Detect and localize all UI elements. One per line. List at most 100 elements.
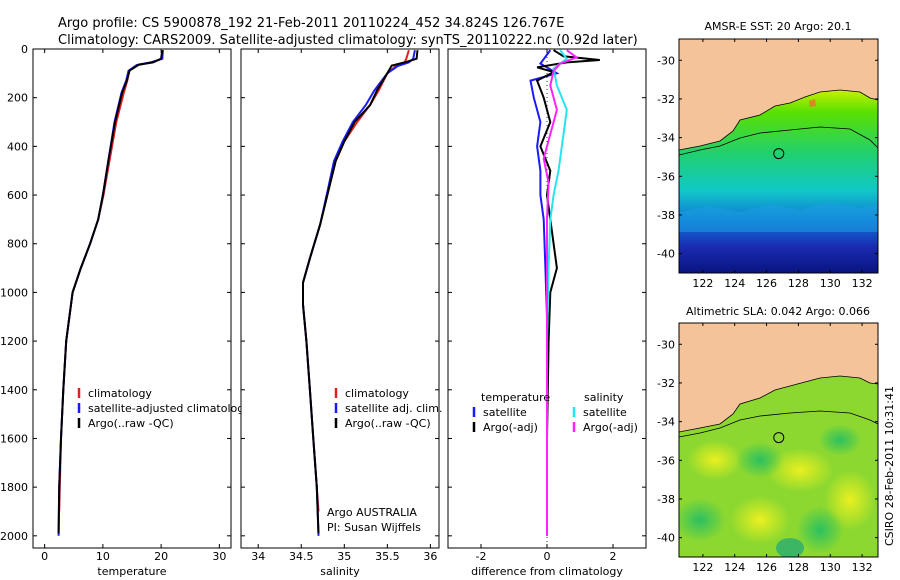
y-tick-label: 400 (7, 140, 28, 153)
series-line (57, 50, 164, 534)
sst-axes: 122 124 126 128 130 132 -30 -32 -34 -36 -38 -40 (657, 39, 878, 290)
series-line (542, 49, 579, 536)
x-tick-label: 36 (423, 550, 437, 563)
map-x-tick-label: 126 (756, 277, 777, 290)
sla-high-patch (687, 440, 743, 480)
map-x-tick-label: 128 (788, 277, 809, 290)
map-y-tick-label: -38 (657, 493, 675, 506)
x-axis-label: difference from climatology (471, 565, 623, 578)
map-y-tick-label: -34 (657, 132, 675, 145)
y-tick-label: 1200 (0, 335, 28, 348)
legend-label: Argo(..raw -QC) (345, 417, 431, 430)
sla-coastline (679, 375, 878, 433)
map-x-tick-label: 124 (724, 561, 745, 574)
map-x-tick-label: 124 (724, 277, 745, 290)
sst-map-title: AMSR-E SST: 20 Argo: 20.1 (704, 20, 851, 33)
map-x-tick-label: 122 (692, 277, 713, 290)
y-tick-label: 600 (7, 189, 28, 202)
annotation-line: PI: Susan Wijffels (327, 521, 421, 534)
legend-label: satellite-adjusted climatolog (88, 402, 244, 415)
legend-label: climatology (345, 387, 409, 400)
map-y-tick-label: -36 (657, 454, 675, 467)
sla-axes: 122 124 126 128 130 132 -30 -32 -34 -36 -38 -40 (657, 323, 878, 574)
x-axis-label: temperature (97, 565, 166, 578)
header-line-1: Argo profile: CS 5900878_192 21-Feb-2011… (58, 16, 564, 31)
x-axis-label: salinity (320, 565, 360, 578)
x-tick-label: 10 (96, 550, 110, 563)
legend-label: Argo(..raw -QC) (88, 417, 174, 430)
x-tick-label: 30 (212, 550, 226, 563)
sst-map-panel: AMSR-E SST: 20 Argo: 20.1 122 124 126 128 13… (657, 20, 879, 290)
argo-location-marker (773, 432, 785, 444)
map-x-tick-label: 132 (852, 561, 873, 574)
map-y-tick-label: -32 (657, 377, 675, 390)
sla-low-patch (776, 538, 804, 557)
temperature-panel: 0 10 20 30 0 200 400 600 800 1000 1200 1400 1600 1800… (0, 43, 244, 578)
map-y-tick-label: -30 (657, 54, 675, 67)
series-line (302, 50, 419, 534)
difference-panel: -2 0 2 difference from climatology temperatu… (447, 48, 647, 578)
sst-coastline (679, 89, 878, 151)
legend-label: satellite (483, 406, 527, 419)
legend-title: salinity (584, 391, 624, 404)
map-x-tick-label: 122 (692, 561, 713, 574)
sla-low-patch (736, 442, 784, 478)
plot-frame (240, 48, 440, 549)
sla-low-patch (679, 498, 726, 542)
map-y-tick-label: -32 (657, 93, 675, 106)
map-x-tick-label: 130 (820, 561, 841, 574)
legend-label: satellite (583, 406, 627, 419)
x-tick-label: 35 (337, 550, 351, 563)
sla-low-patch (818, 424, 862, 456)
map-x-tick-label: 130 (820, 277, 841, 290)
map-y-tick-label: -36 (657, 170, 675, 183)
sla-low-patch (796, 506, 844, 554)
sst-contour (679, 126, 878, 156)
legend-title: temperature (481, 391, 550, 404)
sst-map-frame (678, 38, 879, 274)
legend-label: climatology (88, 387, 152, 400)
map-y-tick-label: -30 (657, 338, 675, 351)
x-tick-label: 35.5 (375, 550, 400, 563)
y-tick-label: 800 (7, 238, 28, 251)
argo-location-marker (773, 148, 785, 160)
map-y-tick-label: -38 (657, 209, 675, 222)
header-line-2: Climatology: CARS2009. Satellite-adjuste… (58, 33, 638, 48)
annotation-line: Argo AUSTRALIA (327, 506, 417, 519)
x-tick-label: 0 (544, 550, 551, 563)
y-tick-label: 1600 (0, 432, 28, 445)
sla-contour (679, 410, 878, 438)
x-tick-label: 20 (154, 550, 168, 563)
map-y-tick-label: -34 (657, 416, 675, 429)
x-tick-label: 34 (251, 550, 265, 563)
y-tick-label: 1400 (0, 384, 28, 397)
sla-high-patch (730, 496, 790, 544)
timestamp-label: CSIRO 28-Feb-2011 10:31:41 (883, 386, 896, 546)
sst-cool-band (679, 202, 878, 232)
salinity-panel: 34 34.5 35 35.5 36 salinity climatology satelli… (240, 48, 442, 578)
sla-map-frame (678, 322, 879, 558)
map-y-tick-label: -40 (657, 248, 675, 261)
sst-warm-spot (809, 99, 816, 107)
map-y-tick-label: -40 (657, 532, 675, 545)
y-tick-label: 1000 (0, 286, 28, 299)
y-tick-label: 0 (21, 43, 28, 56)
x-tick-label: 2 (610, 550, 617, 563)
legend-label: Argo(-adj) (483, 421, 538, 434)
x-tick-label: 0 (41, 550, 48, 563)
sla-map-panel: Altimetric SLA: 0.042 Argo: 0.066 122 124… (657, 305, 879, 574)
plot-frame (32, 48, 232, 549)
series-line (535, 49, 600, 536)
map-x-tick-label: 128 (788, 561, 809, 574)
x-tick-label: 34.5 (289, 550, 314, 563)
map-x-tick-label: 126 (756, 561, 777, 574)
y-tick-label: 200 (7, 92, 28, 105)
legend-label: Argo(-adj) (583, 421, 638, 434)
map-x-tick-label: 132 (852, 277, 873, 290)
sla-map-title: Altimetric SLA: 0.042 Argo: 0.066 (686, 305, 870, 318)
x-tick-label: -2 (476, 550, 487, 563)
y-tick-label: 1800 (0, 481, 28, 494)
legend-label: satellite adj. clim. (345, 402, 442, 415)
y-tick-label: 2000 (0, 530, 28, 543)
